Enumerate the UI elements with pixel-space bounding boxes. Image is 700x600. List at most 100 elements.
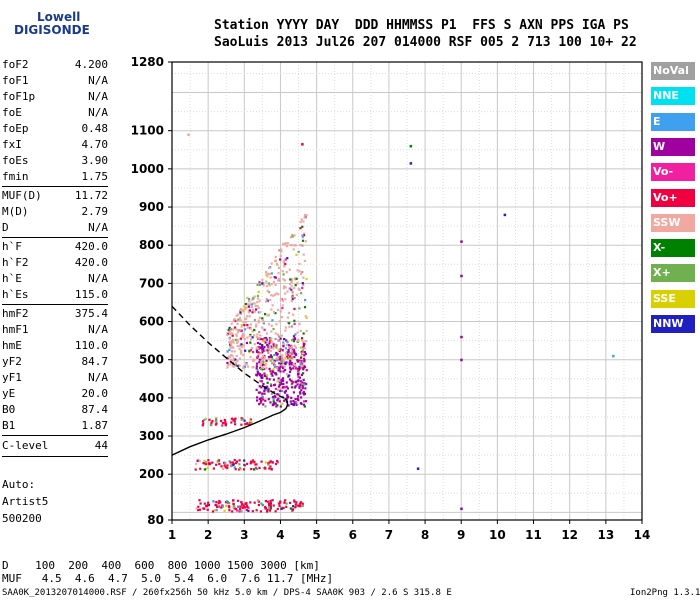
echo-point xyxy=(301,235,304,238)
echo-point xyxy=(228,337,231,340)
echo-point xyxy=(230,464,233,468)
echo-point xyxy=(295,501,298,504)
echo-point xyxy=(286,353,289,356)
echo-point xyxy=(262,282,265,285)
echo-point xyxy=(298,386,301,389)
echo-point xyxy=(294,505,297,509)
echo-point xyxy=(276,359,279,362)
echo-point xyxy=(284,356,287,359)
echo-point xyxy=(269,355,272,358)
echo-point xyxy=(285,502,288,505)
echo-point xyxy=(460,274,463,278)
echo-point xyxy=(220,506,223,509)
echo-point xyxy=(290,386,294,389)
echo-point xyxy=(282,506,285,510)
echo-point xyxy=(259,375,263,378)
logo-lowell: Lowell xyxy=(37,10,81,24)
param-name: foEp xyxy=(2,122,29,135)
echo-point xyxy=(257,353,260,356)
echo-point xyxy=(216,460,219,463)
echo-point xyxy=(187,133,190,137)
y-tick-label: 800 xyxy=(139,238,164,252)
echo-point xyxy=(268,342,271,345)
echo-point xyxy=(243,506,247,509)
echo-point xyxy=(263,338,266,341)
echo-point xyxy=(271,374,274,377)
echo-point xyxy=(203,459,206,462)
echo-point xyxy=(284,347,288,350)
echo-point xyxy=(230,354,233,357)
echo-point xyxy=(267,398,270,401)
echo-point xyxy=(227,363,230,367)
echo-point xyxy=(460,358,463,362)
echo-point xyxy=(215,500,218,504)
echo-point xyxy=(284,258,287,261)
echo-point xyxy=(290,396,293,399)
echo-point xyxy=(304,400,308,403)
x-tick-label: 5 xyxy=(312,528,320,542)
echo-point xyxy=(287,348,290,352)
echo-point xyxy=(238,468,241,471)
echo-point xyxy=(256,297,260,300)
echo-point xyxy=(262,360,265,364)
echo-point xyxy=(298,288,301,292)
echo-point xyxy=(299,502,302,505)
echo-point xyxy=(263,372,266,375)
echo-point xyxy=(303,405,306,408)
echo-point xyxy=(259,334,262,337)
echo-point xyxy=(290,281,293,284)
echo-point xyxy=(250,467,253,471)
echo-point xyxy=(293,499,296,502)
echo-point xyxy=(261,348,264,351)
echo-point xyxy=(300,355,303,358)
footer-muf: MUF 4.5 4.6 4.7 5.0 5.4 6.0 7.6 11.7 [MH… xyxy=(2,572,334,585)
echo-point xyxy=(261,282,264,285)
echo-point xyxy=(246,315,249,318)
echo-point xyxy=(299,272,303,275)
echo-point xyxy=(292,335,296,338)
echo-point xyxy=(257,347,260,350)
echo-point xyxy=(279,405,282,408)
echo-point xyxy=(248,299,251,302)
echo-point xyxy=(258,373,262,376)
param-value: 375.4 xyxy=(74,307,108,320)
echo-point xyxy=(238,466,242,469)
echo-point xyxy=(224,462,227,465)
legend-item-e: E xyxy=(651,112,695,131)
echo-point xyxy=(237,318,240,321)
echo-point xyxy=(265,338,268,341)
param-row: hmF1 N/A xyxy=(2,322,108,338)
echo-point xyxy=(260,364,263,367)
echo-point xyxy=(304,240,307,243)
echo-point xyxy=(233,326,237,329)
echo-point xyxy=(273,344,276,347)
echo-point xyxy=(263,328,266,331)
echo-point xyxy=(268,367,271,370)
echo-point xyxy=(286,351,289,354)
echo-point xyxy=(212,467,216,470)
clevel-label: C-level xyxy=(2,439,49,452)
echo-point xyxy=(238,463,241,466)
echo-point xyxy=(262,398,265,401)
echo-point xyxy=(298,504,301,508)
echo-point xyxy=(262,284,265,287)
param-row: foEs 3.90 xyxy=(2,153,108,169)
echo-point xyxy=(290,356,294,360)
echo-point xyxy=(254,466,258,470)
echo-point xyxy=(257,371,260,375)
echo-point xyxy=(301,349,305,352)
echo-point xyxy=(409,162,413,165)
echo-point xyxy=(264,505,267,509)
echo-point xyxy=(289,359,292,362)
echo-point xyxy=(266,347,269,350)
echo-point xyxy=(246,505,249,509)
echo-point xyxy=(290,278,294,281)
echo-point xyxy=(289,278,292,281)
echo-point xyxy=(281,299,285,302)
echo-point xyxy=(245,501,248,505)
echo-point xyxy=(249,327,252,330)
echo-point xyxy=(267,507,271,510)
echo-point xyxy=(258,281,261,284)
echo-point xyxy=(277,335,281,338)
param-value: 110.0 xyxy=(74,339,108,352)
